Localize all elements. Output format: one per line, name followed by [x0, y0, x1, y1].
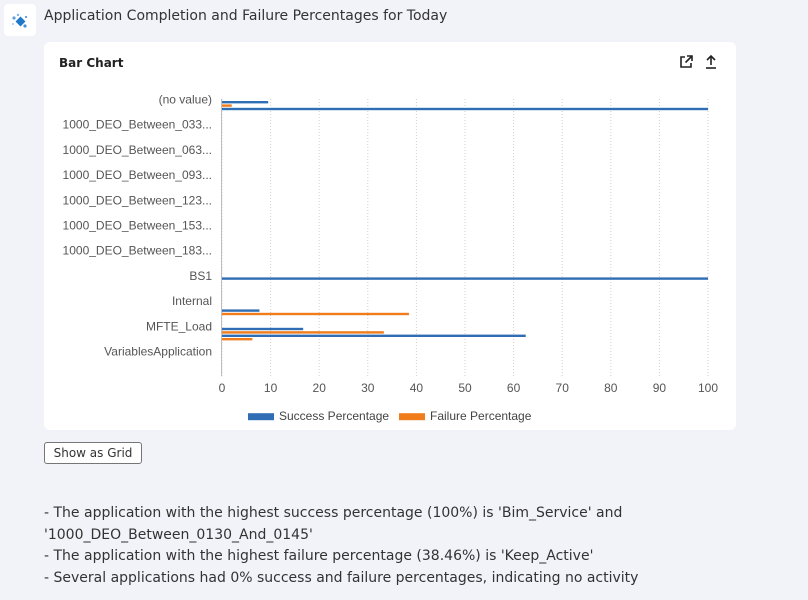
summary-line: - The application with the highest failu…	[44, 548, 594, 564]
x-tick-label: 90	[653, 381, 667, 395]
bar	[222, 107, 708, 111]
assistant-avatar	[4, 4, 36, 36]
summary-line: '1000_DEO_Between_0130_And_0145'	[44, 526, 313, 543]
category-label: 1000_DEO_Between_063...	[63, 143, 212, 157]
bar	[222, 104, 232, 107]
category-label: 1000_DEO_Between_033...	[63, 118, 212, 132]
x-tick-label: 80	[604, 381, 618, 395]
category-label: VariablesApplication	[104, 345, 212, 359]
x-tick-label: 70	[556, 381, 570, 395]
conversation-title: Application Completion and Failure Perce…	[44, 8, 448, 24]
x-tick-label: 0	[219, 381, 226, 395]
category-label: MFTE_Load	[146, 319, 212, 333]
upload-icon[interactable]	[703, 54, 719, 70]
bar	[222, 338, 253, 341]
bar	[222, 312, 409, 316]
bar	[222, 327, 304, 331]
x-tick-label: 30	[361, 381, 375, 395]
category-label: 1000_DEO_Between_093...	[63, 168, 212, 182]
legend-label: Failure Percentage	[430, 409, 532, 423]
category-label: (no value)	[159, 93, 212, 107]
x-tick-label: 40	[410, 381, 424, 395]
assistant-logo-icon	[12, 13, 27, 28]
legend-swatch	[399, 413, 425, 421]
category-label: 1000_DEO_Between_123...	[63, 193, 212, 207]
category-label: 1000_DEO_Between_153...	[63, 219, 212, 233]
x-tick-label: 100	[698, 381, 718, 395]
bar	[222, 101, 269, 104]
category-label: 1000_DEO_Between_183...	[63, 244, 212, 258]
summary-line: - Several applications had 0% success an…	[44, 569, 639, 586]
category-label: Internal	[172, 294, 212, 308]
x-tick-label: 50	[458, 381, 472, 395]
bar	[222, 334, 526, 337]
x-tick-label: 20	[313, 381, 327, 395]
legend-swatch	[248, 413, 274, 421]
bar	[222, 277, 708, 280]
card-title: Bar Chart	[59, 56, 124, 70]
summary-line: - The application with the highest succe…	[44, 505, 623, 521]
x-tick-label: 60	[507, 381, 521, 395]
show-as-grid-button[interactable]: Show as Grid	[44, 442, 142, 464]
bar	[222, 331, 384, 334]
bar	[222, 309, 260, 312]
bar-chart: 0 10 20 30 40 50 60 70 80 90 100 (no value) 1000_DEO…	[63, 93, 719, 424]
category-label: BS1	[189, 269, 212, 283]
x-tick-label: 10	[264, 381, 278, 395]
external-link-icon[interactable]	[678, 54, 694, 70]
summary-text: - The application with the highest succe…	[44, 503, 784, 589]
legend-label: Success Percentage	[279, 409, 389, 423]
chart-card: 0 10 20 30 40 50 60 70 80 90 100 (no value) 1000_DEO…	[44, 42, 736, 430]
